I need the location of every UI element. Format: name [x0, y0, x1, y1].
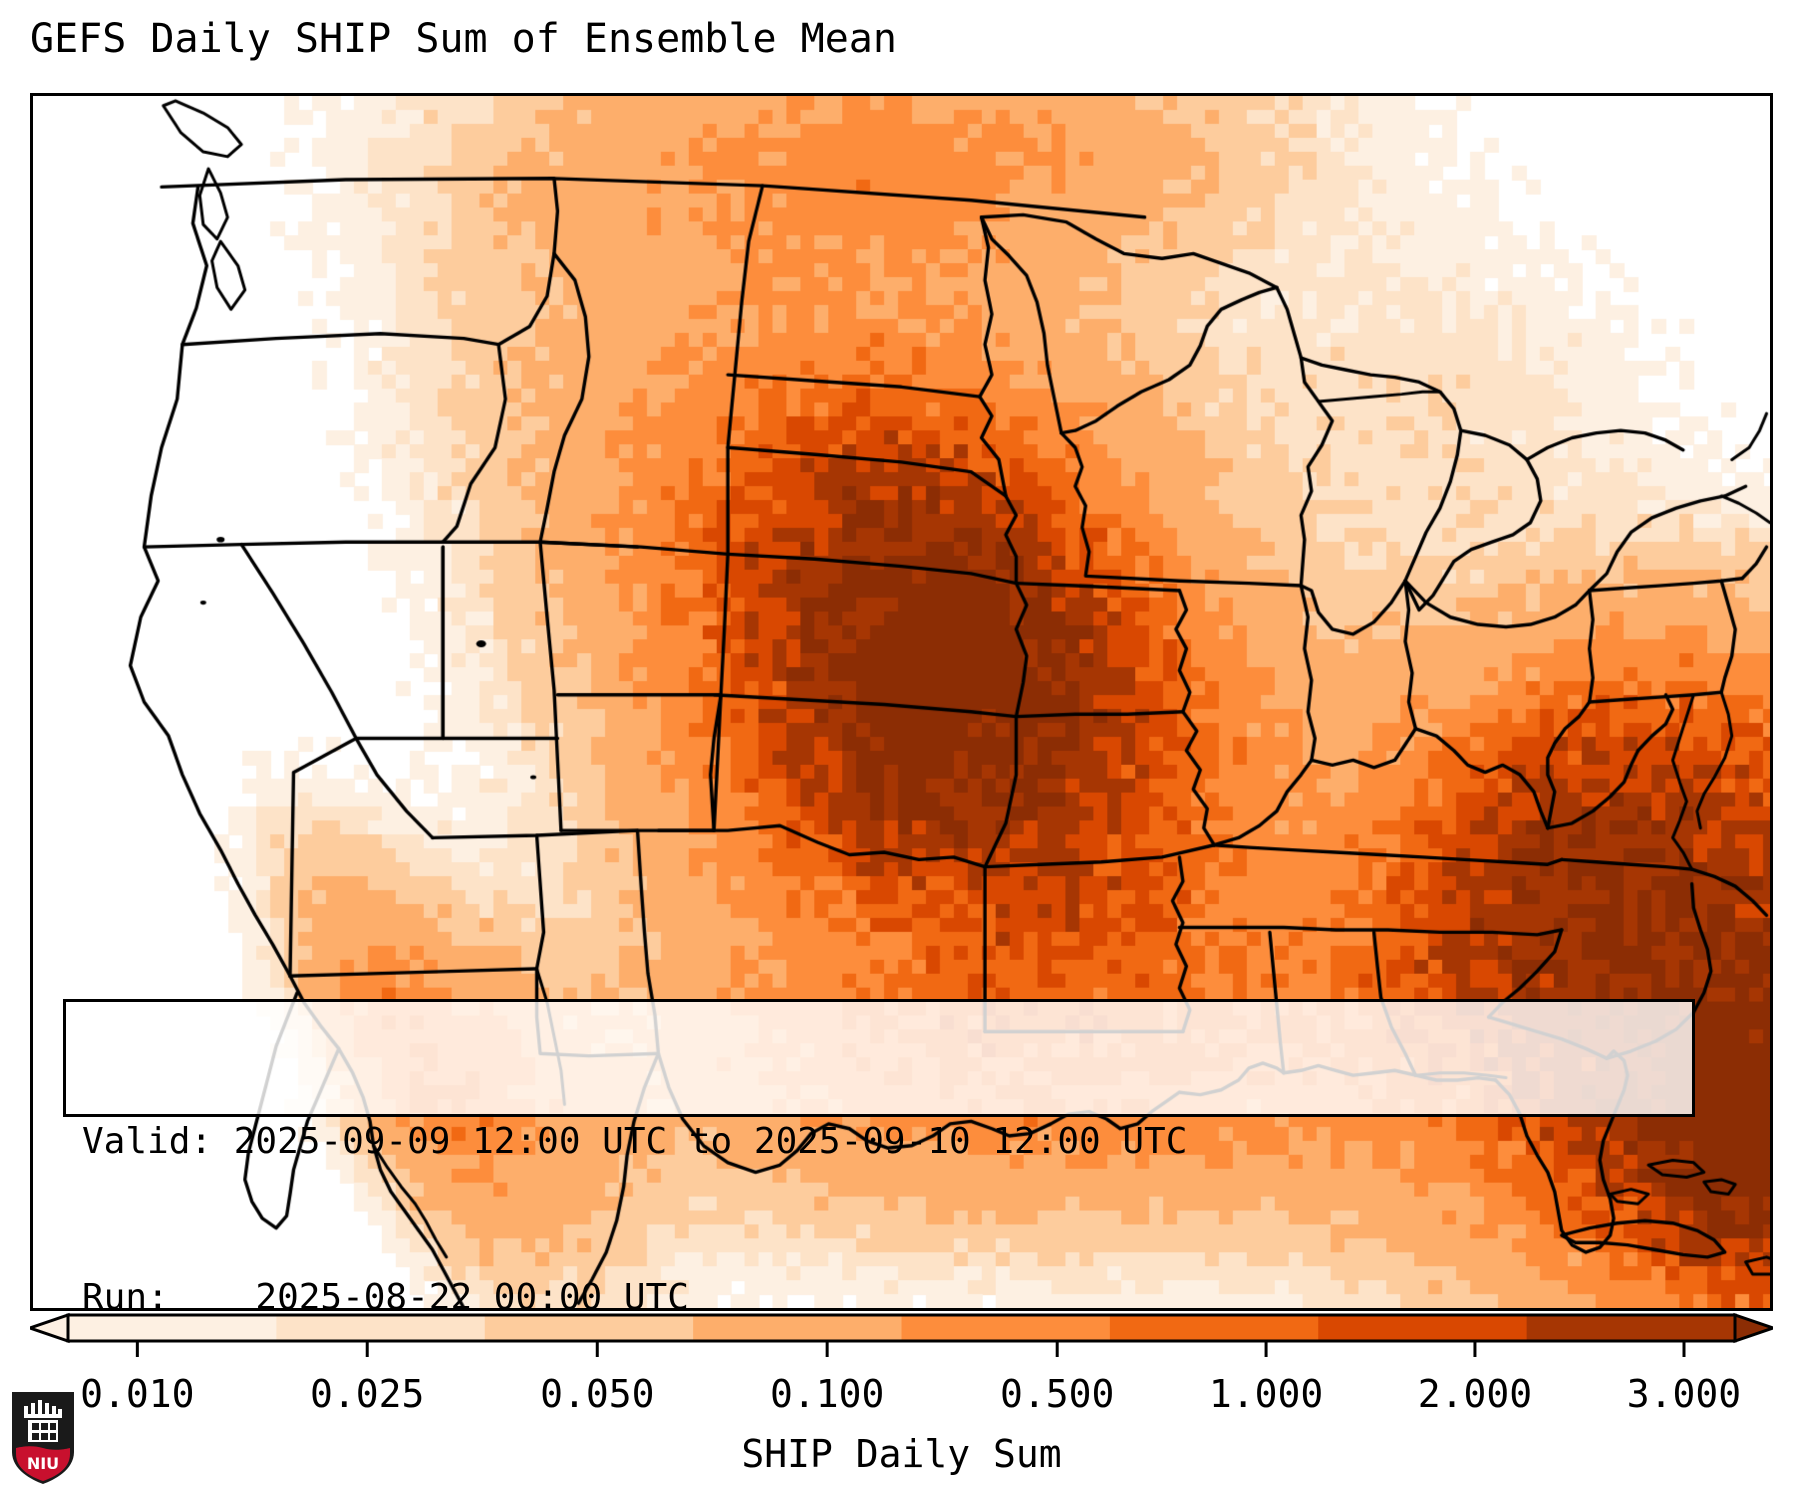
colorbar-gradient: [30, 1312, 1773, 1357]
colorbar-tick-6: 2.000: [1417, 1372, 1533, 1416]
colorbar-tick-4: 0.500: [999, 1372, 1115, 1416]
colorbar-axis-label: SHIP Daily Sum: [741, 1432, 1062, 1476]
map-plot-area: Valid: 2025-09-09 12:00 UTC to 2025-09-1…: [30, 93, 1773, 1311]
svg-text:NIU: NIU: [27, 1454, 59, 1473]
page-title: GEFS Daily SHIP Sum of Ensemble Mean: [30, 16, 897, 62]
colorbar-tick-5: 1.000: [1208, 1372, 1324, 1416]
colorbar-tick-0: 0.010: [80, 1372, 195, 1416]
annotation-run-line: Run: 2025-08-22 00:00 UTC: [82, 1277, 689, 1311]
valid-run-annotation: Valid: 2025-09-09 12:00 UTC to 2025-09-1…: [63, 999, 1695, 1308]
colorbar-tick-labels: 0.010 0.025 0.050 0.100 0.500 1.000 2.000 3.000: [30, 1372, 1773, 1420]
colorbar: [30, 1311, 1773, 1371]
colorbar-tick-3: 0.100: [769, 1372, 885, 1416]
niu-logo: NIU: [12, 1392, 74, 1484]
colorbar-tick-2: 0.050: [540, 1372, 655, 1416]
colorbar-tick-7: 3.000: [1626, 1372, 1742, 1416]
colorbar-tick-1: 0.025: [310, 1372, 425, 1416]
annotation-valid-line: Valid: 2025-09-09 12:00 UTC to 2025-09-1…: [82, 1121, 1188, 1162]
